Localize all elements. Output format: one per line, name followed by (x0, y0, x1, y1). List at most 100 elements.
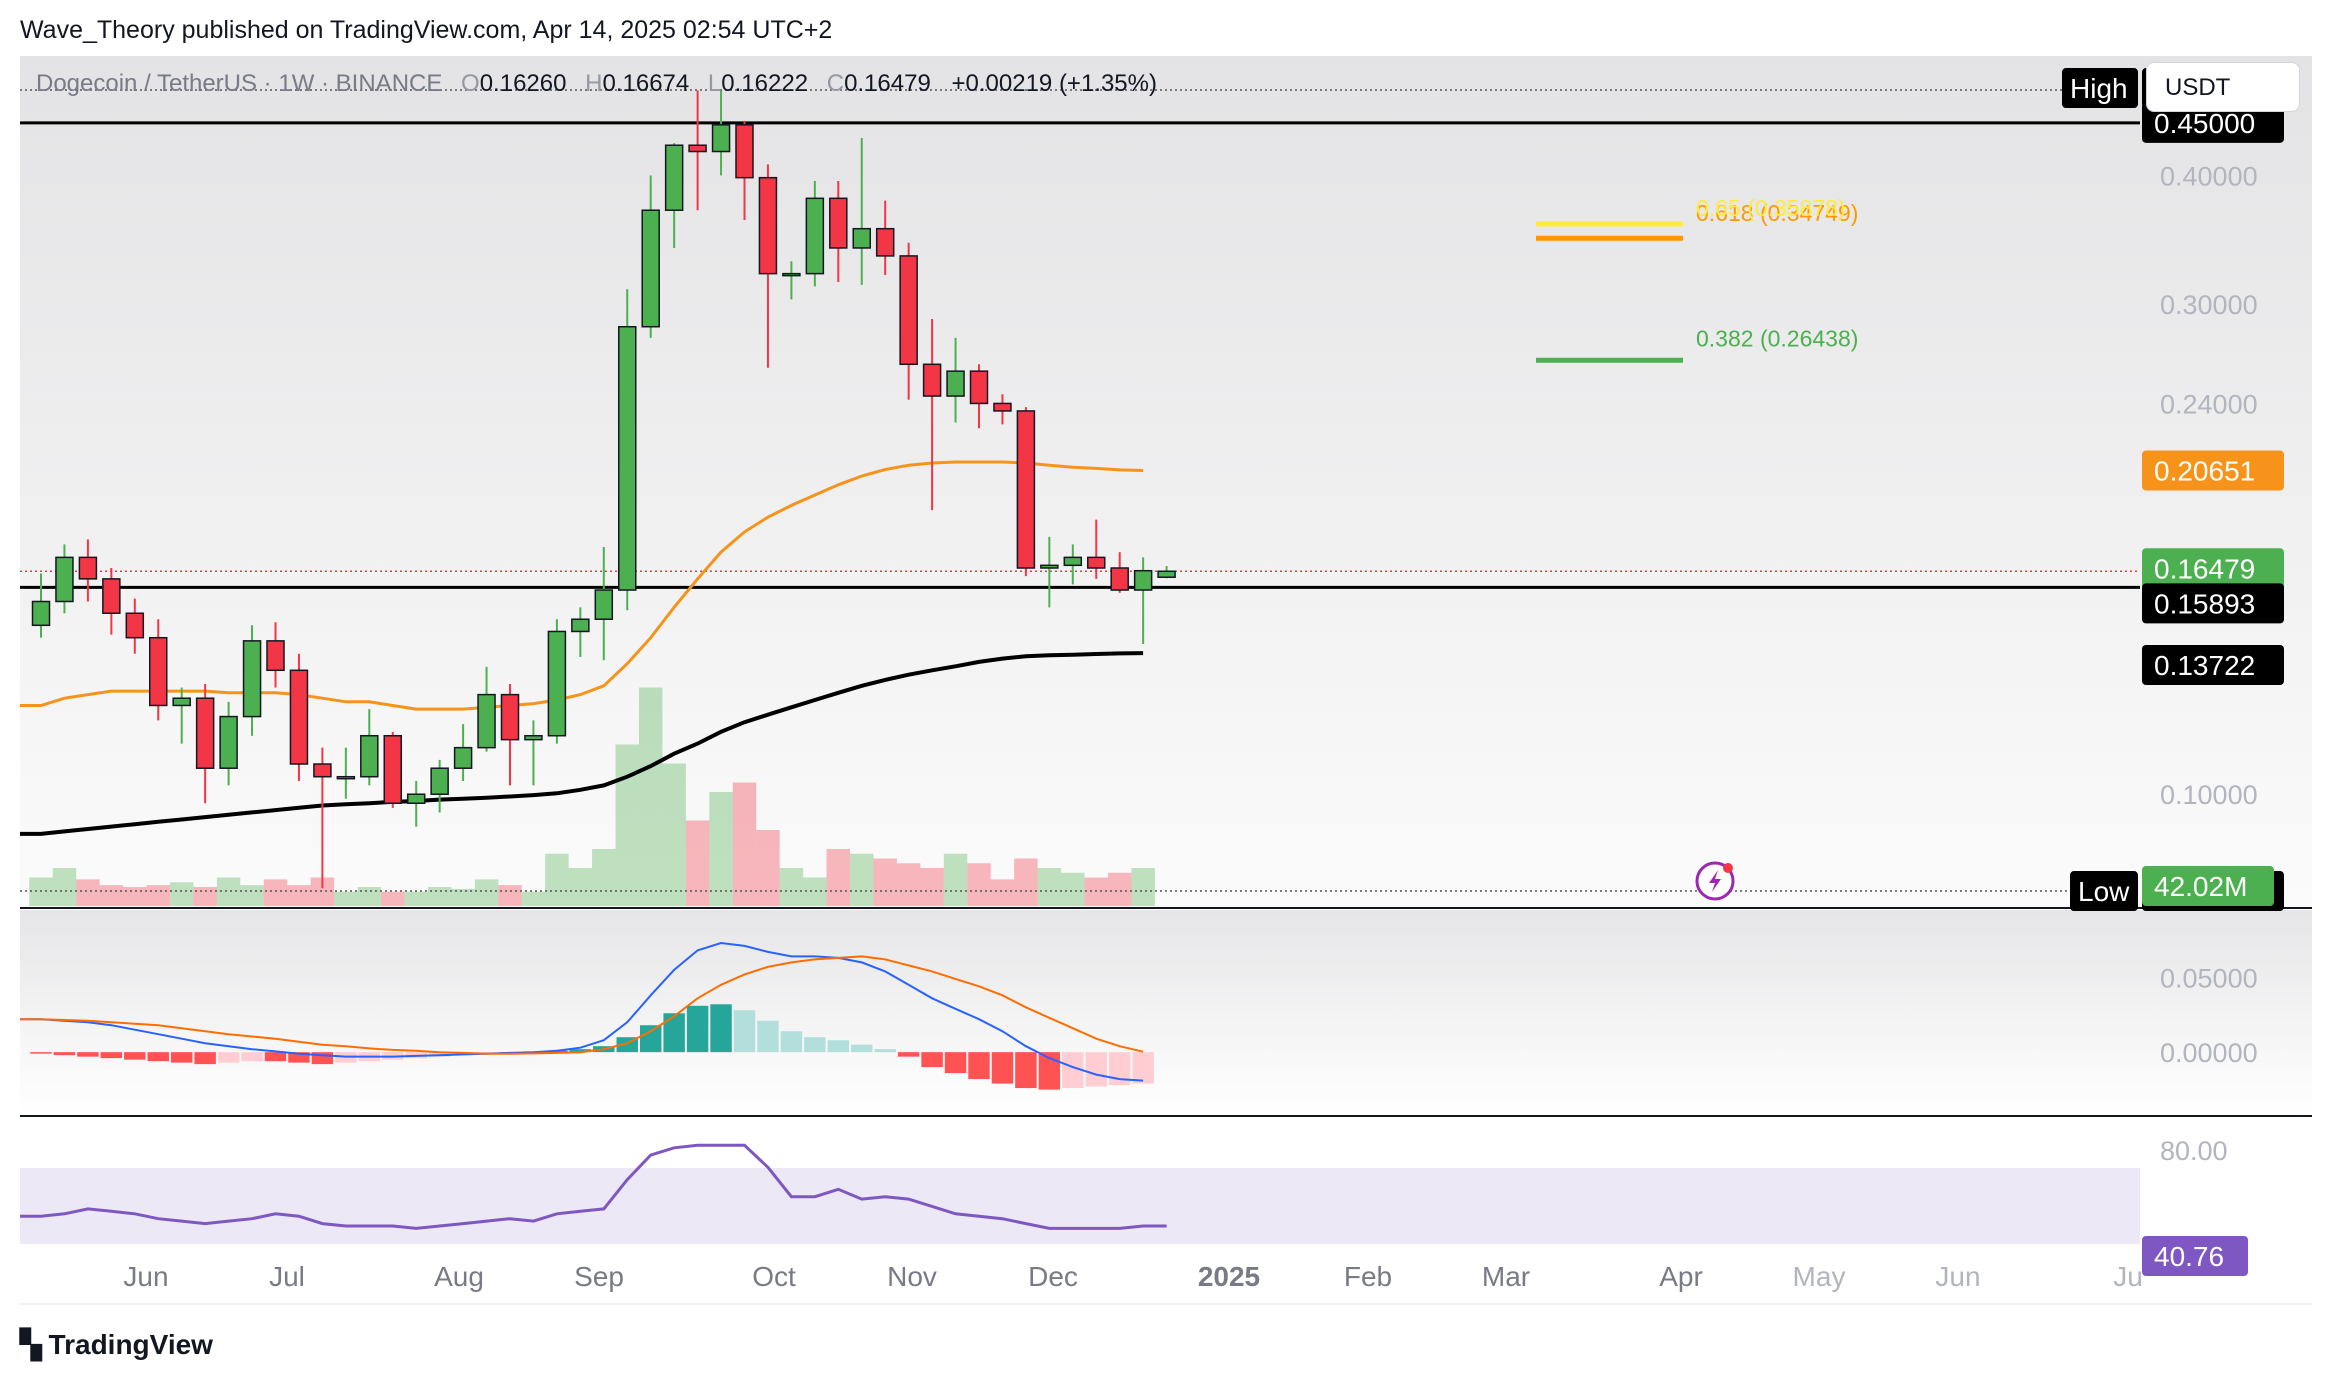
level-1-badge: 0.45000 (2142, 102, 2284, 143)
volume-bar (1014, 858, 1038, 906)
macd-histogram-bar (124, 1052, 146, 1060)
candle (1063, 544, 1083, 585)
candle-body (1157, 570, 1176, 578)
candle-body (594, 589, 614, 620)
volume-bar (451, 888, 475, 906)
candle-body (313, 763, 332, 778)
candle (805, 181, 825, 287)
volume-bar (1131, 868, 1155, 906)
volume-bar (592, 849, 616, 906)
currency-button[interactable]: USDT (2146, 62, 2300, 112)
macd-histogram-bar (780, 1031, 803, 1053)
y-axis-tick-label: 0.40000 (2160, 161, 2258, 191)
tradingview-logo-icon: ▚ (20, 1329, 41, 1360)
fib-label: 0.618 (0.34749) (1696, 200, 1858, 226)
rsi-line (20, 1143, 1167, 1230)
volume-bar (638, 687, 663, 906)
volume-bar (568, 868, 593, 906)
candle (758, 164, 778, 368)
macd-histogram-bar (100, 1052, 123, 1059)
candle (946, 337, 965, 423)
volume-bar (873, 858, 897, 906)
rsi-badge-bg (2142, 1236, 2248, 1276)
level-2-badge-text: 0.15893 (2154, 588, 2255, 619)
candle-body (125, 612, 145, 639)
candle (922, 318, 942, 511)
volume-bar (99, 885, 124, 906)
ema-fast-badge-text: 0.20651 (2154, 456, 2255, 487)
candle (149, 619, 168, 721)
candle (55, 544, 74, 614)
candle-body (875, 227, 895, 257)
candle (899, 242, 918, 400)
candle (1110, 552, 1129, 593)
candle (242, 625, 262, 736)
candle (125, 598, 145, 654)
volume-bar (662, 763, 686, 906)
candle-body (55, 556, 74, 603)
candle-body (102, 578, 121, 614)
volume-bar (990, 879, 1015, 906)
candle-body (922, 363, 942, 397)
macd-histogram-bar (30, 1052, 52, 1054)
candle-body (149, 636, 168, 707)
macd-histogram-bar (1085, 1052, 1107, 1087)
candle (383, 731, 402, 808)
candle (782, 261, 801, 300)
y-axis-tick-label: 0.10000 (2160, 780, 2258, 810)
macd-histogram-bar (170, 1052, 193, 1063)
volume-badge-bg (2142, 866, 2274, 906)
x-axis-tick-label: Mar (1482, 1261, 1530, 1292)
candle (266, 622, 285, 688)
publisher-line: Wave_Theory published on TradingView.com… (20, 16, 833, 44)
y-axis-tick-label: 0.30000 (2160, 290, 2258, 320)
ema-slow-line (20, 651, 1144, 836)
candle (735, 120, 754, 220)
candle (664, 143, 684, 248)
candle (172, 687, 191, 744)
macd-histogram-bar (1015, 1052, 1037, 1089)
candle (969, 364, 989, 429)
macd-histogram-bar (757, 1020, 779, 1053)
level-1-badge-bg (2142, 102, 2284, 143)
candle (195, 684, 215, 804)
candle (78, 539, 98, 602)
candle-body (571, 618, 590, 633)
candle (711, 90, 731, 176)
macd-histogram-bar (1108, 1052, 1131, 1086)
candle (430, 759, 449, 813)
level-2-badge-bg (2142, 583, 2284, 624)
volume-bar (169, 882, 194, 906)
pane-backgrounds (20, 56, 2312, 1305)
x-axis-tick-label: May (1793, 1261, 1846, 1292)
candle (500, 684, 520, 786)
candle-body (735, 124, 754, 179)
x-axis-tick-label: Oct (752, 1261, 796, 1292)
candle-body (383, 734, 402, 804)
candle-body (899, 255, 918, 366)
volume-bar (1061, 872, 1085, 906)
volume-bar (1037, 868, 1062, 906)
candle (1087, 519, 1106, 579)
symbol-name[interactable]: Dogecoin / TetherUS · 1W · BINANCE (36, 70, 443, 97)
volume-bar (685, 820, 710, 906)
volume-bar (756, 830, 780, 906)
macd-histogram-bar (639, 1025, 662, 1053)
macd-histogram-bar (921, 1052, 943, 1068)
candle-body (547, 630, 567, 737)
candle-body (289, 669, 309, 765)
candle-body (829, 197, 848, 249)
brand-label: TradingView (48, 1328, 213, 1360)
low-label-text: Low (2078, 876, 2130, 907)
open-label: O (461, 70, 480, 97)
tradingview-brand[interactable]: ▚ TradingView (20, 1328, 213, 1361)
candle-body (688, 144, 707, 153)
macd-histogram-bar (217, 1052, 240, 1063)
x-axis-tick-label: Nov (887, 1261, 937, 1292)
fib-label: 0.382 (0.26438) (1696, 325, 1858, 351)
candle (829, 181, 848, 283)
lightning-icon[interactable] (1695, 861, 1735, 901)
close-label: C (826, 70, 845, 97)
macd-histogram-bar (241, 1052, 263, 1062)
